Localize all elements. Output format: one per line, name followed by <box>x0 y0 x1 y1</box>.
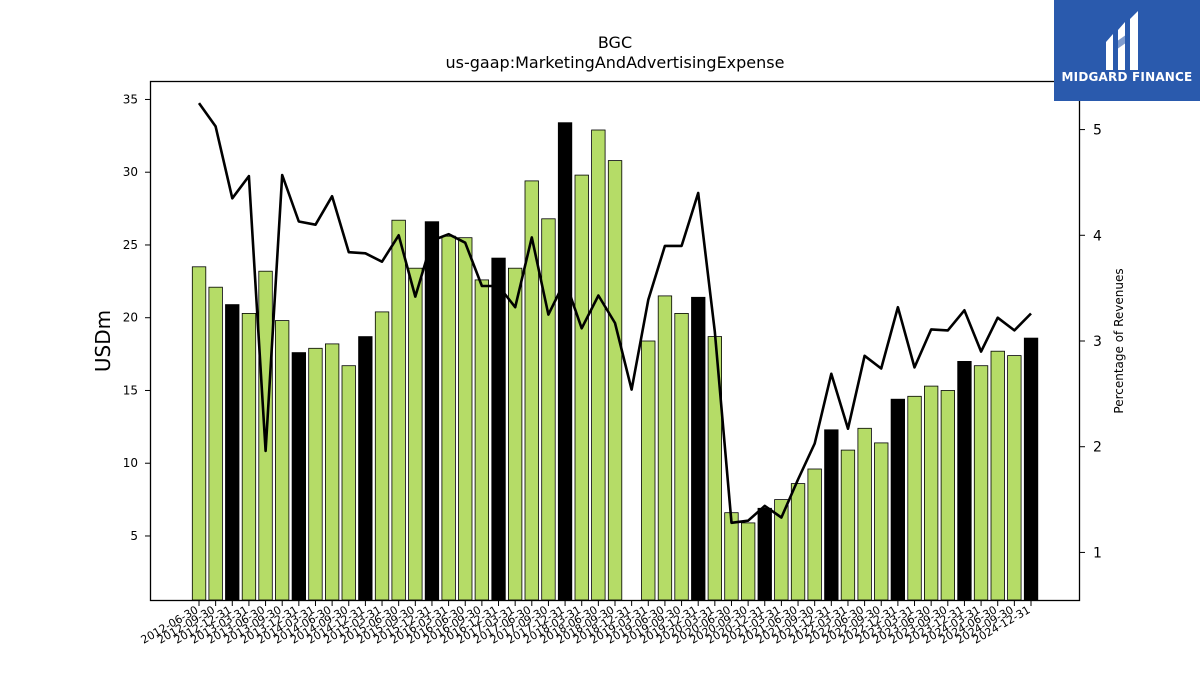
y2-tick-label: 4 <box>1093 228 1102 244</box>
y2-tick-label: 5 <box>1093 123 1102 139</box>
bar <box>574 174 589 601</box>
bar <box>924 385 939 601</box>
bar <box>408 267 423 601</box>
bar <box>890 398 905 601</box>
bar <box>424 221 440 601</box>
y2-tick-label: 3 <box>1093 334 1102 350</box>
bar <box>341 365 356 601</box>
y-tick-label: 35 <box>123 92 138 106</box>
bar <box>657 295 673 601</box>
bar <box>291 352 307 601</box>
bar <box>541 218 556 601</box>
bar <box>724 512 739 601</box>
bar <box>458 237 473 601</box>
bar <box>308 347 323 601</box>
bar <box>441 235 456 601</box>
bar <box>857 427 872 601</box>
bar <box>641 340 656 601</box>
bar <box>507 267 523 601</box>
bar <box>957 360 972 601</box>
bar <box>757 507 772 601</box>
chart-title: BGC <box>598 33 632 52</box>
y-tick-label: 15 <box>123 383 138 397</box>
chart-subtitle: us-gaap:MarketingAndAdvertisingExpense <box>446 53 785 72</box>
bar <box>907 395 922 601</box>
brand-logo: MIDGARD FINANCE <box>1054 0 1200 101</box>
bar <box>391 219 406 601</box>
y-axis-left: 5 10 15 20 25 30 35 <box>123 92 151 543</box>
bar <box>358 336 373 601</box>
brand-name: MIDGARD FINANCE <box>1061 70 1193 84</box>
y-tick-label: 5 <box>130 529 138 543</box>
y-tick-label: 10 <box>123 456 138 470</box>
bar <box>208 286 223 601</box>
y2-tick-label: 2 <box>1093 440 1102 456</box>
y-axis-label: USDm <box>91 310 115 372</box>
bar <box>474 279 490 601</box>
bar <box>741 522 756 601</box>
bar <box>591 129 606 601</box>
bar <box>557 122 573 601</box>
y2-tick-label: 1 <box>1093 545 1102 561</box>
bar <box>607 160 623 601</box>
bar <box>191 266 207 601</box>
bar <box>807 468 822 601</box>
bar <box>524 180 539 601</box>
bar <box>824 429 839 601</box>
bar <box>241 312 257 601</box>
line-path <box>197 102 1032 525</box>
bar <box>973 365 989 601</box>
bar <box>691 296 706 601</box>
bar <box>874 442 889 601</box>
bar <box>274 320 290 601</box>
bar <box>491 257 506 601</box>
y-tick-label: 30 <box>123 165 138 179</box>
y-tick-label: 25 <box>123 238 138 252</box>
bar <box>1007 355 1022 601</box>
bar <box>374 311 390 601</box>
bar <box>940 390 955 601</box>
bar <box>674 312 689 601</box>
bar <box>990 350 1005 601</box>
y2-axis-label: Percentage of Revenues <box>1112 268 1126 413</box>
bar <box>324 343 340 601</box>
bar <box>840 449 856 601</box>
x-axis: 2012-06-302012-09-302012-12-312013-03-31… <box>139 600 1033 647</box>
y-tick-label: 20 <box>123 311 138 325</box>
line-series <box>197 102 1032 525</box>
logo-mark-icon <box>1106 11 1138 70</box>
bar-series <box>191 122 1039 601</box>
y-axis-right: 1 2 3 4 5 <box>1079 123 1102 561</box>
bar <box>225 304 240 601</box>
bar <box>1023 337 1039 601</box>
bar <box>790 483 806 601</box>
